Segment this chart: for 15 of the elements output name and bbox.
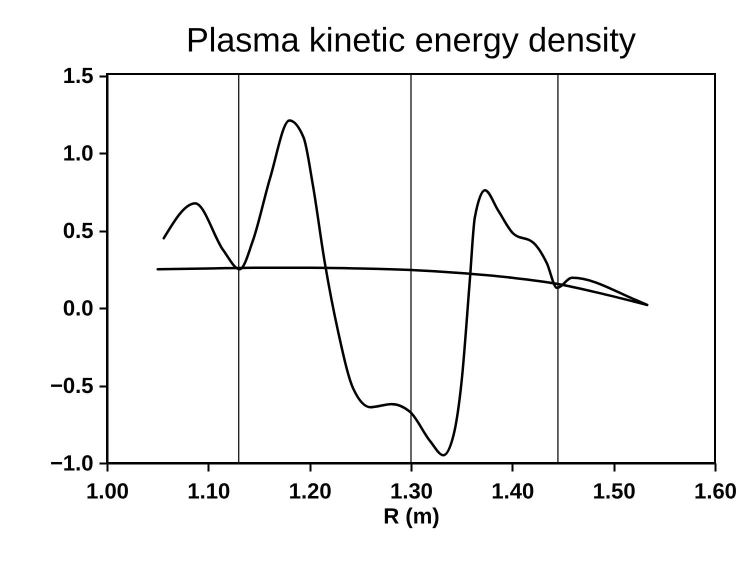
y-tick-label: 0.5: [62, 218, 94, 244]
x-tick-label: 1.20: [288, 478, 332, 504]
x-tick-label: 1.10: [187, 478, 230, 504]
y-tick-label: 1.5: [62, 63, 94, 88]
chart-title: Plasma kinetic energy density: [186, 22, 636, 60]
y-tick-label: 0.0: [62, 296, 94, 321]
x-tick-label: 1.50: [592, 478, 636, 504]
x-tick-label: 1.00: [86, 478, 129, 504]
x-tick-label: 1.60: [694, 478, 737, 504]
x-tick-label: 1.30: [390, 478, 433, 504]
y-tick-label: −1.0: [50, 450, 94, 476]
x-tick-label: 1.40: [491, 478, 534, 504]
y-tick-label: 1.0: [62, 140, 94, 166]
y-tick-label: −0.5: [50, 373, 94, 398]
x-axis-title: R (m): [383, 504, 440, 528]
